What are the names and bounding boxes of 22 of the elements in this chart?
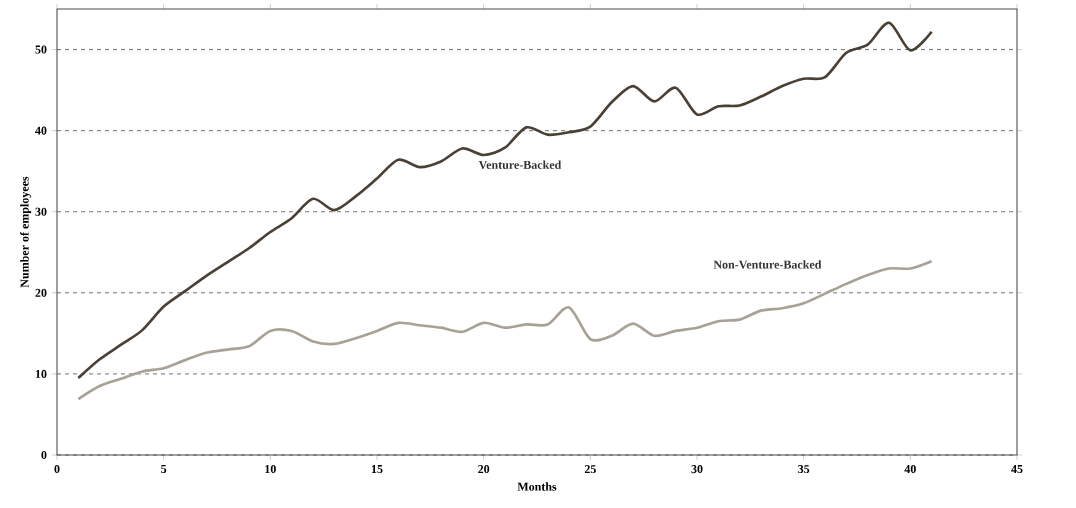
x-tick-label: 40 — [904, 465, 916, 474]
x-tick-label: 20 — [478, 465, 490, 474]
y-tick-label: 30 — [35, 207, 47, 216]
y-axis-title: Number of employees — [20, 176, 32, 288]
line-series — [77, 21, 934, 380]
y-tick-label: 10 — [35, 369, 47, 378]
x-tick-label: 5 — [161, 465, 167, 474]
x-tick-label: 30 — [691, 465, 703, 474]
y-tick-label: 20 — [35, 288, 47, 297]
series-label: Venture-Backed — [478, 160, 562, 169]
line-series — [77, 259, 934, 401]
text: Non-Venture-Backed — [713, 260, 822, 269]
x-tick-label: 15 — [371, 465, 383, 474]
x-tick-label: 45 — [1011, 465, 1023, 474]
y-tick-label: 40 — [35, 126, 47, 135]
x-axis-title: Months — [517, 482, 557, 491]
x-tick-label: 10 — [265, 465, 276, 474]
y-tick-label: 0 — [41, 450, 47, 460]
x-tick-label: 0 — [54, 465, 60, 474]
x-tick-label: 25 — [584, 465, 596, 474]
y-tick-label: 50 — [35, 45, 47, 54]
x-tick-label: 35 — [798, 465, 810, 474]
